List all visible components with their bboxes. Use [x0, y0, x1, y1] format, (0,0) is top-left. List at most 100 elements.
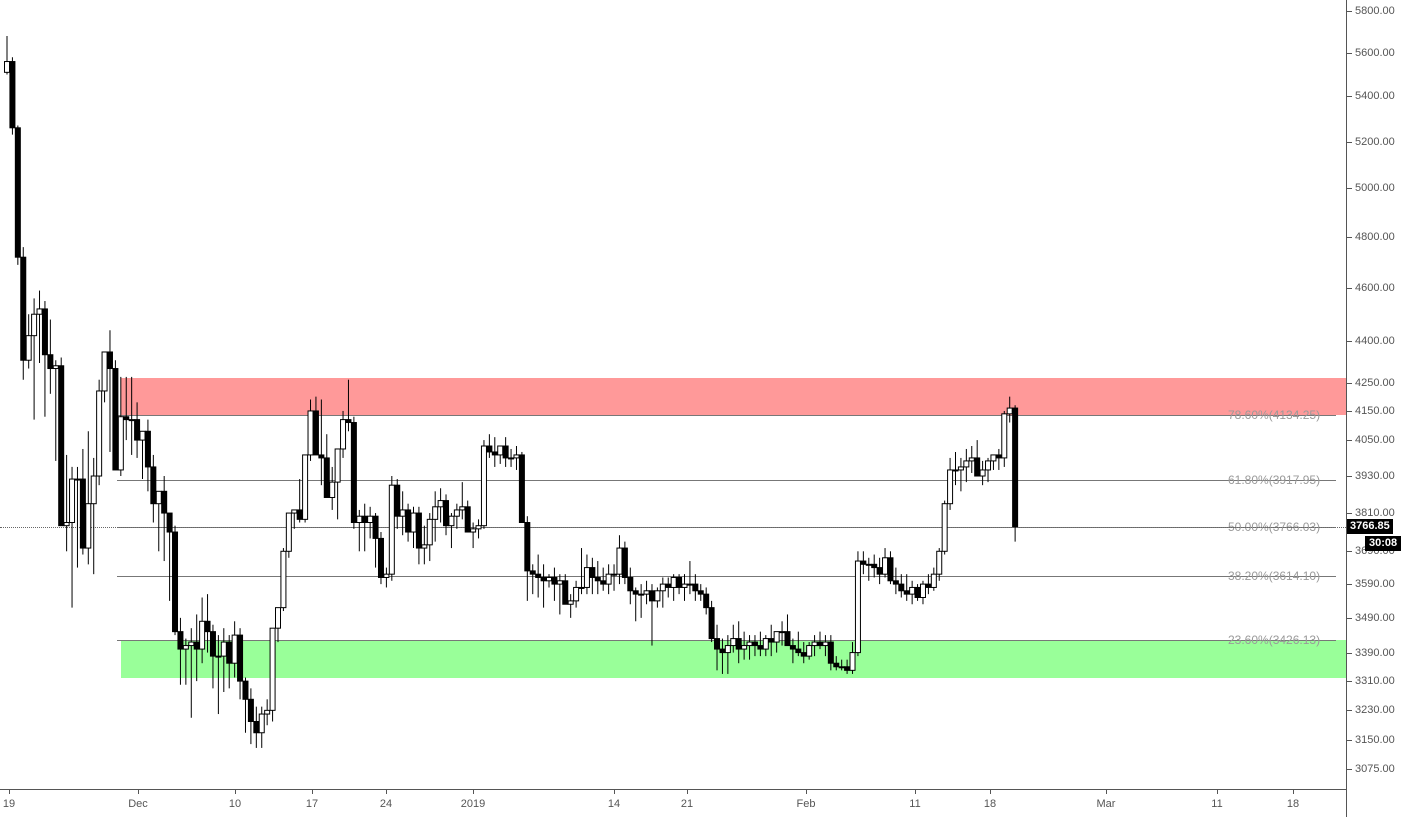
- candle[interactable]: [437, 488, 444, 523]
- candle[interactable]: [546, 574, 552, 588]
- candle[interactable]: [746, 635, 753, 660]
- candle[interactable]: [432, 491, 439, 542]
- candle[interactable]: [199, 597, 206, 664]
- candle[interactable]: [817, 631, 823, 650]
- candle[interactable]: [887, 551, 894, 585]
- candle[interactable]: [134, 402, 141, 458]
- candle[interactable]: [74, 466, 81, 568]
- candle[interactable]: [600, 567, 607, 591]
- candle[interactable]: [4, 36, 10, 75]
- candle[interactable]: [155, 490, 162, 552]
- candle[interactable]: [312, 396, 319, 456]
- candle[interactable]: [616, 535, 623, 585]
- candle[interactable]: [876, 557, 883, 585]
- candle[interactable]: [356, 509, 363, 552]
- candle[interactable]: [161, 476, 168, 562]
- candle[interactable]: [231, 621, 238, 678]
- candle[interactable]: [724, 635, 731, 674]
- candle[interactable]: [41, 301, 48, 417]
- candle[interactable]: [63, 454, 70, 552]
- candle[interactable]: [903, 574, 910, 601]
- candle[interactable]: [69, 466, 76, 608]
- candle[interactable]: [686, 561, 693, 595]
- candle[interactable]: [838, 659, 845, 671]
- candle[interactable]: [768, 624, 775, 657]
- time-axis[interactable]: 19 Dec 10 17 24 2019 14 21 Feb 11 18 Mar 11 18: [0, 789, 1346, 818]
- candle[interactable]: [220, 628, 227, 692]
- candle[interactable]: [58, 357, 65, 527]
- candle[interactable]: [166, 512, 173, 601]
- candle[interactable]: [14, 125, 21, 265]
- candle[interactable]: [285, 512, 292, 558]
- candle[interactable]: [258, 706, 265, 748]
- candle[interactable]: [491, 437, 498, 467]
- candle[interactable]: [708, 600, 715, 643]
- candle[interactable]: [399, 491, 406, 536]
- candle[interactable]: [952, 451, 959, 486]
- candle[interactable]: [9, 57, 16, 135]
- candle[interactable]: [25, 314, 32, 369]
- candle[interactable]: [882, 548, 889, 578]
- candle[interactable]: [811, 635, 818, 657]
- candle[interactable]: [264, 699, 271, 726]
- candle[interactable]: [318, 399, 325, 486]
- candle[interactable]: [692, 574, 699, 601]
- candle[interactable]: [556, 574, 563, 615]
- candle[interactable]: [291, 509, 298, 529]
- candle[interactable]: [535, 554, 542, 598]
- candle[interactable]: [833, 656, 840, 671]
- candle[interactable]: [31, 298, 38, 420]
- candle[interactable]: [329, 466, 336, 510]
- candle[interactable]: [421, 525, 428, 565]
- candle[interactable]: [172, 525, 179, 636]
- candle[interactable]: [302, 454, 309, 523]
- candle[interactable]: [551, 567, 558, 601]
- candle[interactable]: [659, 577, 666, 608]
- candle[interactable]: [253, 706, 260, 748]
- fib-level-line[interactable]: [117, 639, 1336, 641]
- candle[interactable]: [567, 594, 574, 618]
- price-axis[interactable]: 5800.00 5600.00 5400.00 5200.00 5000.00 4800.…: [1346, 0, 1402, 817]
- candle[interactable]: [209, 624, 216, 689]
- candle[interactable]: [193, 614, 200, 682]
- candle[interactable]: [150, 454, 157, 523]
- candle[interactable]: [20, 247, 27, 380]
- candle[interactable]: [930, 567, 937, 591]
- candle[interactable]: [779, 621, 786, 646]
- candle[interactable]: [383, 567, 390, 588]
- candle[interactable]: [676, 574, 683, 595]
- candle[interactable]: [128, 376, 135, 455]
- candle[interactable]: [90, 457, 97, 575]
- candle[interactable]: [280, 548, 287, 612]
- candle[interactable]: [963, 448, 970, 483]
- candle[interactable]: [871, 554, 878, 578]
- candle[interactable]: [703, 587, 710, 615]
- candle[interactable]: [990, 454, 997, 470]
- candle[interactable]: [508, 448, 515, 467]
- candle[interactable]: [941, 500, 948, 555]
- candle[interactable]: [475, 519, 482, 539]
- candle[interactable]: [562, 574, 569, 605]
- candle[interactable]: [540, 564, 547, 608]
- candle[interactable]: [784, 614, 791, 647]
- candle[interactable]: [589, 557, 596, 595]
- candle[interactable]: [1012, 405, 1019, 542]
- candle[interactable]: [995, 448, 1002, 470]
- candle[interactable]: [242, 677, 249, 733]
- candle[interactable]: [372, 513, 379, 568]
- candle[interactable]: [106, 330, 113, 452]
- candle[interactable]: [139, 430, 146, 480]
- candle[interactable]: [757, 631, 764, 657]
- candle[interactable]: [443, 494, 450, 536]
- candle[interactable]: [52, 360, 59, 461]
- candle[interactable]: [470, 522, 477, 549]
- candle[interactable]: [957, 457, 964, 492]
- candle[interactable]: [925, 574, 932, 595]
- candle[interactable]: [112, 360, 119, 471]
- fib-level-line[interactable]: [117, 576, 1336, 578]
- candle[interactable]: [822, 635, 829, 657]
- candle[interactable]: [215, 635, 222, 715]
- candle[interactable]: [177, 617, 184, 685]
- candle[interactable]: [426, 513, 433, 562]
- candle[interactable]: [648, 584, 655, 646]
